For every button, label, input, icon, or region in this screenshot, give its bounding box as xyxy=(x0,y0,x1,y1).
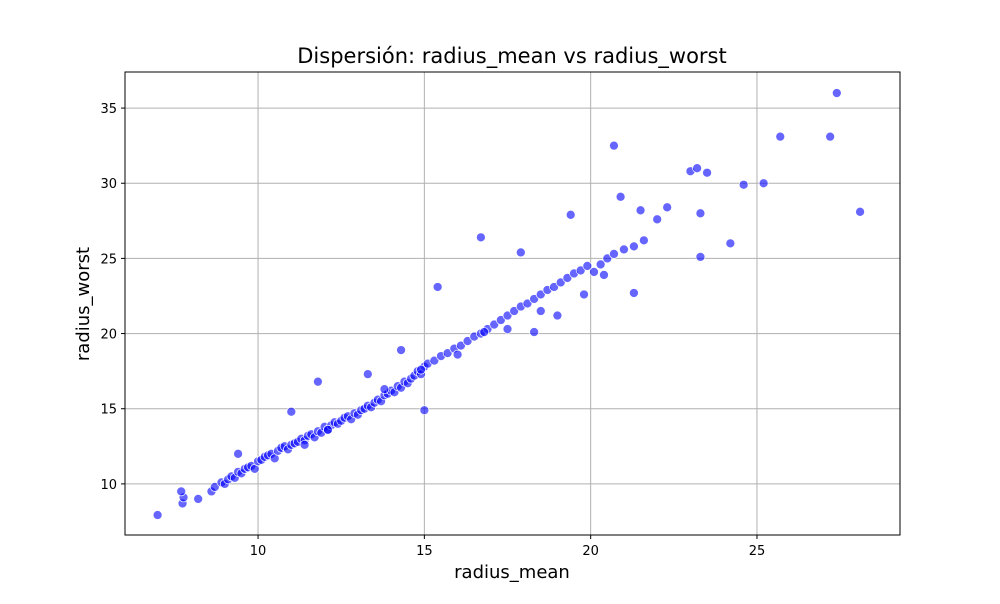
data-point xyxy=(416,364,426,375)
data-point xyxy=(552,310,563,321)
data-point xyxy=(362,369,373,380)
data-point xyxy=(609,249,619,259)
y-tick-label: 25 xyxy=(100,252,117,267)
data-point xyxy=(609,140,619,151)
data-point xyxy=(535,289,546,300)
data-point xyxy=(462,336,473,346)
data-point xyxy=(595,259,606,270)
data-point xyxy=(176,486,187,497)
data-point xyxy=(522,298,533,309)
x-axis-label: radius_mean xyxy=(454,562,570,583)
data-point xyxy=(825,131,836,142)
data-point xyxy=(209,482,220,492)
data-point xyxy=(695,252,706,262)
data-point xyxy=(652,214,663,225)
data-point xyxy=(502,310,513,321)
data-point xyxy=(565,209,576,220)
data-point xyxy=(489,319,500,330)
x-tick-label: 15 xyxy=(416,544,433,559)
data-point xyxy=(702,167,712,178)
data-point xyxy=(429,355,440,366)
data-point xyxy=(152,510,163,520)
data-point xyxy=(502,324,513,334)
data-point xyxy=(549,282,559,292)
data-point xyxy=(555,277,566,288)
data-point xyxy=(725,238,736,249)
data-point xyxy=(602,253,613,264)
data-point xyxy=(582,261,593,271)
data-point xyxy=(233,448,243,459)
data-point xyxy=(479,327,490,337)
data-point xyxy=(529,294,539,304)
data-point xyxy=(529,327,539,337)
data-point xyxy=(855,206,865,217)
data-point xyxy=(299,439,310,450)
x-tick-label: 25 xyxy=(749,544,766,559)
data-point xyxy=(615,191,626,202)
data-point xyxy=(695,208,706,219)
y-tick-label: 20 xyxy=(100,328,117,343)
data-point xyxy=(579,289,589,300)
data-point xyxy=(442,348,453,358)
data-point xyxy=(758,178,769,189)
data-point xyxy=(432,282,443,292)
data-point xyxy=(456,340,466,351)
grid xyxy=(125,72,900,535)
data-point xyxy=(313,376,323,387)
data-point xyxy=(738,179,749,190)
data-point xyxy=(831,88,842,98)
data-point xyxy=(662,202,673,213)
data-point xyxy=(496,315,506,325)
data-point xyxy=(379,384,390,395)
data-point xyxy=(323,424,333,435)
data-point xyxy=(629,288,639,298)
chart-title: Dispersión: radius_mean vs radius_worst xyxy=(297,44,726,69)
data-point xyxy=(452,349,463,360)
data-point xyxy=(509,306,520,316)
plot-frame xyxy=(124,71,901,536)
data-point xyxy=(635,205,646,216)
x-tick-label: 10 xyxy=(250,544,267,559)
data-point xyxy=(193,494,204,504)
x-tick-label: 20 xyxy=(582,544,599,559)
y-axis-ticks: 10 15 20 25 30 35 xyxy=(100,102,125,493)
data-point xyxy=(629,241,639,252)
data-point xyxy=(589,267,599,277)
y-axis-label: radius_worst xyxy=(73,247,94,361)
data-point xyxy=(599,270,609,280)
data-point xyxy=(619,244,629,255)
y-tick-label: 30 xyxy=(100,177,117,192)
data-point xyxy=(535,306,546,316)
data-point xyxy=(515,247,526,258)
data-point xyxy=(575,265,586,276)
y-tick-label: 15 xyxy=(100,403,117,418)
y-tick-label: 10 xyxy=(100,478,117,493)
data-point xyxy=(476,232,486,243)
y-tick-label: 35 xyxy=(100,102,117,117)
data-point xyxy=(419,405,430,416)
x-axis-ticks: 10 15 20 25 xyxy=(250,535,765,559)
data-point xyxy=(562,273,573,283)
data-point xyxy=(396,345,406,355)
data-point xyxy=(775,131,786,142)
data-point xyxy=(286,406,297,417)
data-points xyxy=(152,88,865,520)
data-point xyxy=(692,163,702,174)
data-point xyxy=(639,235,649,246)
